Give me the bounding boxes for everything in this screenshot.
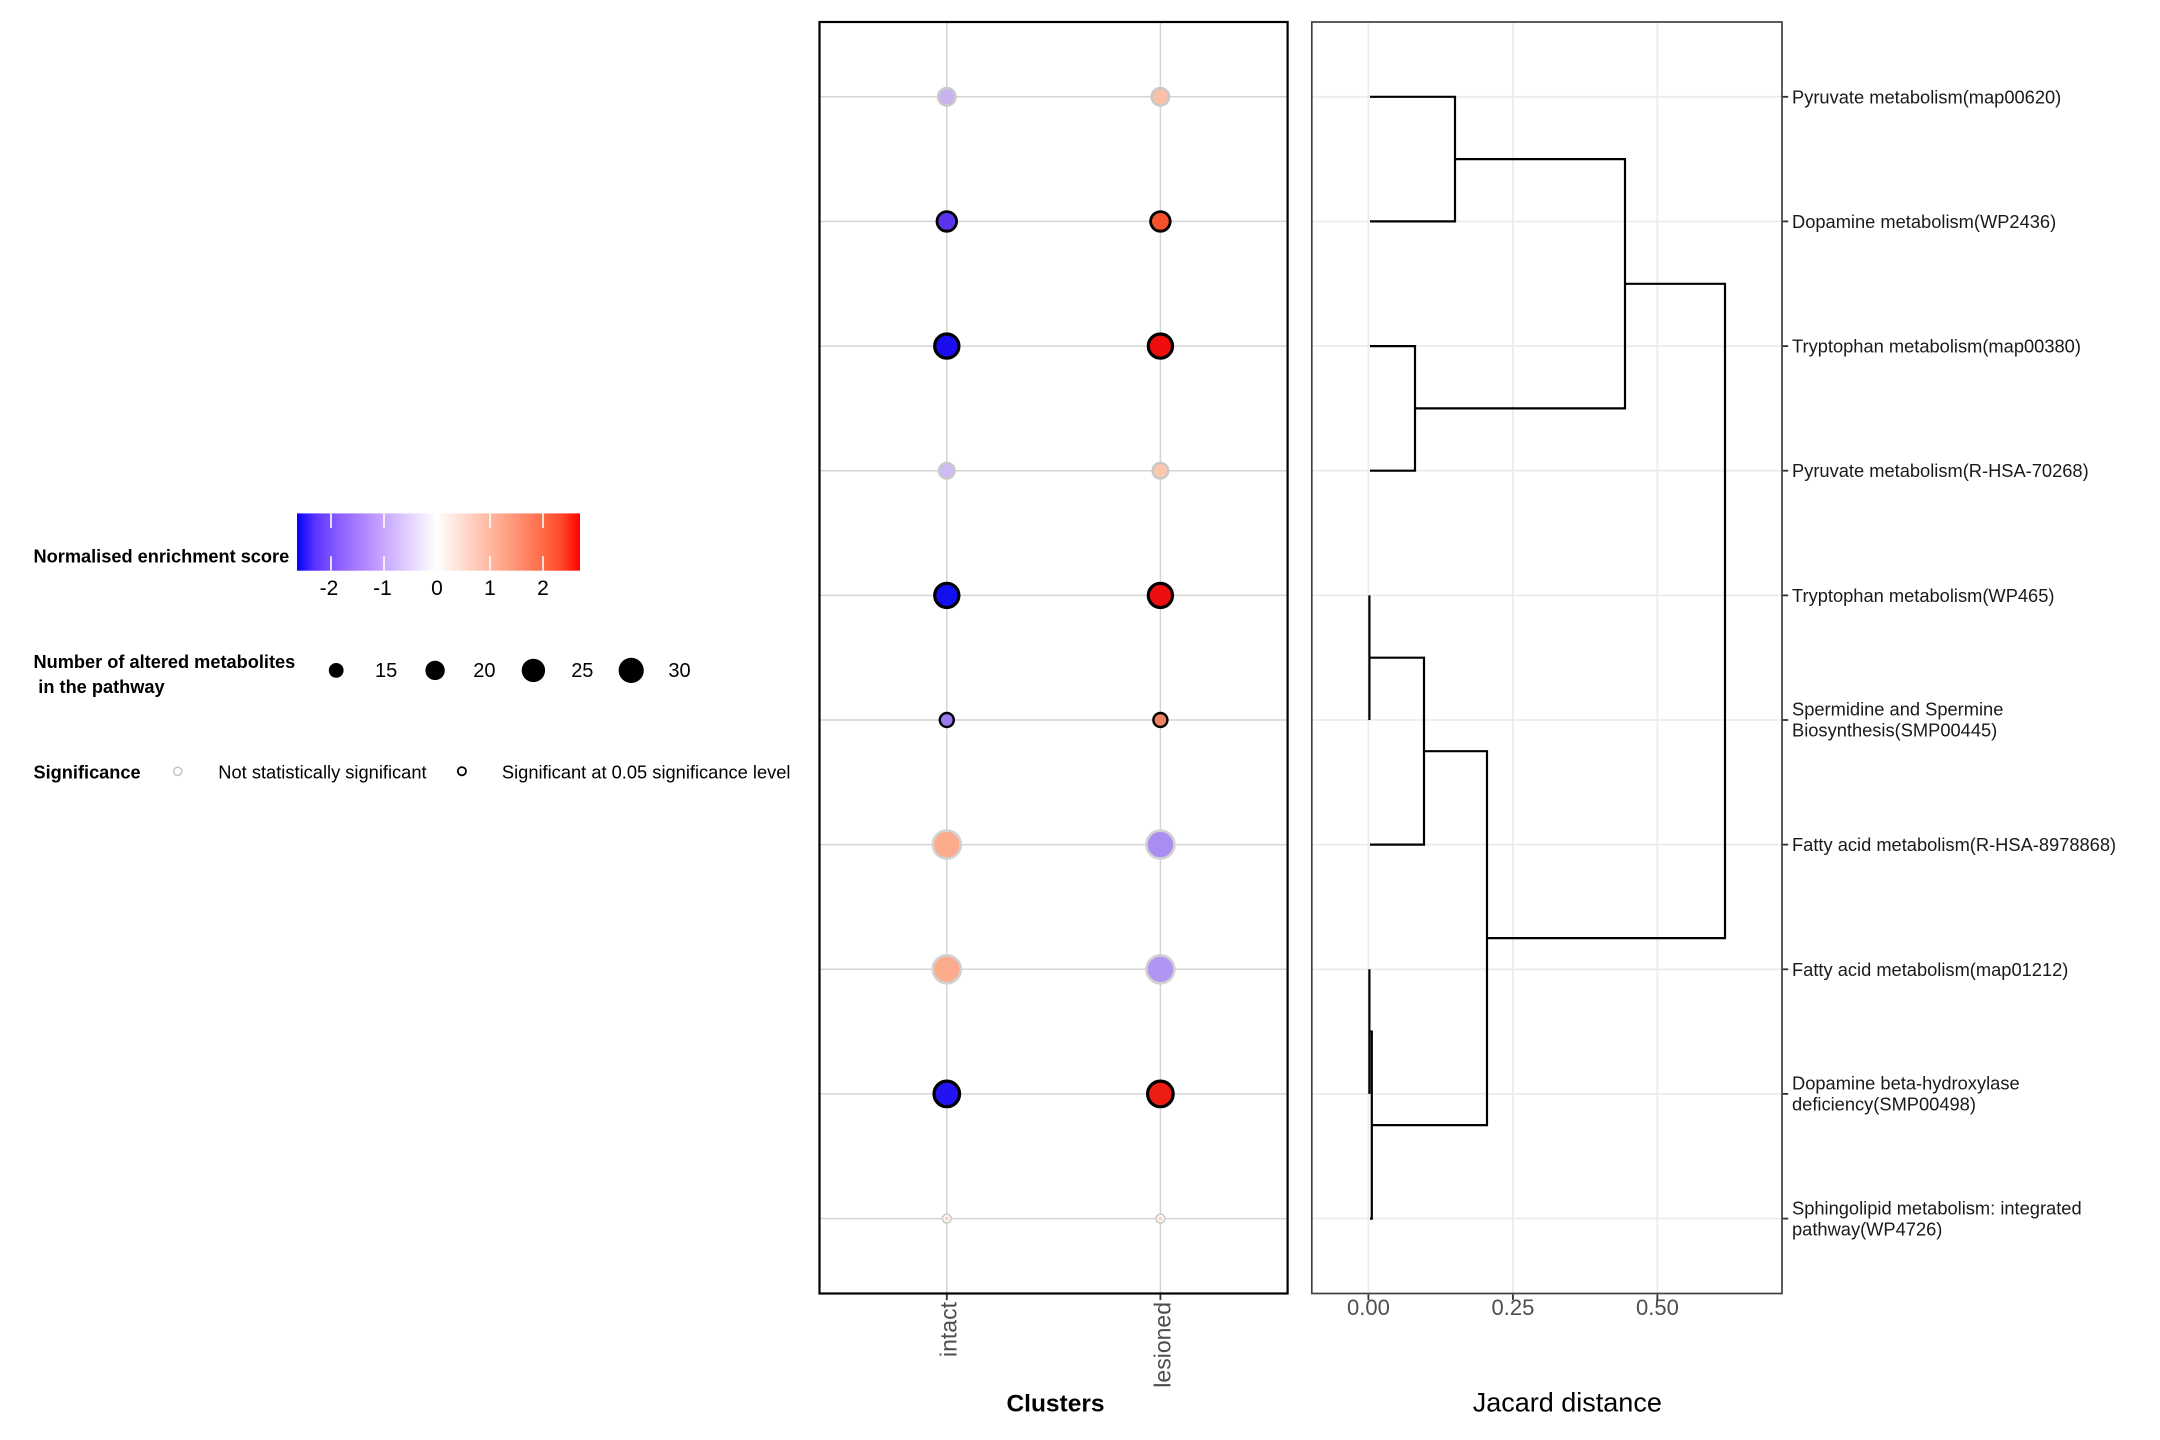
svg-text:0.50: 0.50: [1636, 1295, 1679, 1320]
svg-text:20: 20: [473, 660, 495, 682]
svg-text:in the pathway: in the pathway: [38, 677, 165, 697]
svg-text:deficiency(SMP00498): deficiency(SMP00498): [1792, 1094, 1976, 1115]
svg-text:Clusters: Clusters: [1006, 1391, 1104, 1418]
svg-text:Number of altered metabolites: Number of altered metabolites: [34, 652, 296, 672]
svg-text:Sphingolipid metabolism: integ: Sphingolipid metabolism: integrated: [1792, 1197, 2082, 1218]
svg-text:2: 2: [537, 577, 549, 600]
svg-text:25: 25: [571, 660, 593, 682]
svg-text:Biosynthesis(SMP00445): Biosynthesis(SMP00445): [1792, 720, 1997, 741]
svg-text:Pyruvate metabolism(map00620): Pyruvate metabolism(map00620): [1792, 86, 2061, 107]
svg-text:0.25: 0.25: [1491, 1295, 1534, 1320]
svg-text:intact: intact: [936, 1301, 962, 1357]
svg-text:-1: -1: [373, 577, 392, 600]
svg-text:0: 0: [431, 577, 443, 600]
svg-text:Pyruvate metabolism(R-HSA-7026: Pyruvate metabolism(R-HSA-70268): [1792, 460, 2089, 481]
svg-text:Fatty acid metabolism(R-HSA-89: Fatty acid metabolism(R-HSA-8978868): [1792, 834, 2116, 855]
svg-text:lesioned: lesioned: [1150, 1302, 1176, 1388]
svg-text:-2: -2: [320, 577, 339, 600]
svg-text:Dopamine beta-hydroxylase: Dopamine beta-hydroxylase: [1792, 1073, 2020, 1094]
svg-text:Significant at 0.05 significan: Significant at 0.05 significance level: [502, 762, 791, 783]
svg-text:Not statistically significant: Not statistically significant: [218, 762, 426, 783]
svg-text:Significance: Significance: [34, 763, 141, 783]
svg-text:Jacard distance: Jacard distance: [1473, 1388, 1662, 1418]
svg-text:pathway(WP4726): pathway(WP4726): [1792, 1218, 1942, 1239]
svg-text:Fatty acid metabolism(map01212: Fatty acid metabolism(map01212): [1792, 959, 2068, 980]
svg-text:Normalised enrichment score: Normalised enrichment score: [34, 547, 290, 567]
svg-text:30: 30: [668, 660, 690, 682]
svg-text:Spermidine and Spermine: Spermidine and Spermine: [1792, 699, 2003, 720]
svg-text:0.00: 0.00: [1347, 1295, 1390, 1320]
svg-text:Tryptophan metabolism(WP465): Tryptophan metabolism(WP465): [1792, 585, 2054, 606]
svg-text:15: 15: [375, 660, 397, 682]
svg-text:Tryptophan metabolism(map00380: Tryptophan metabolism(map00380): [1792, 336, 2081, 357]
svg-text:1: 1: [484, 577, 496, 600]
svg-text:Dopamine metabolism(WP2436): Dopamine metabolism(WP2436): [1792, 211, 2056, 232]
